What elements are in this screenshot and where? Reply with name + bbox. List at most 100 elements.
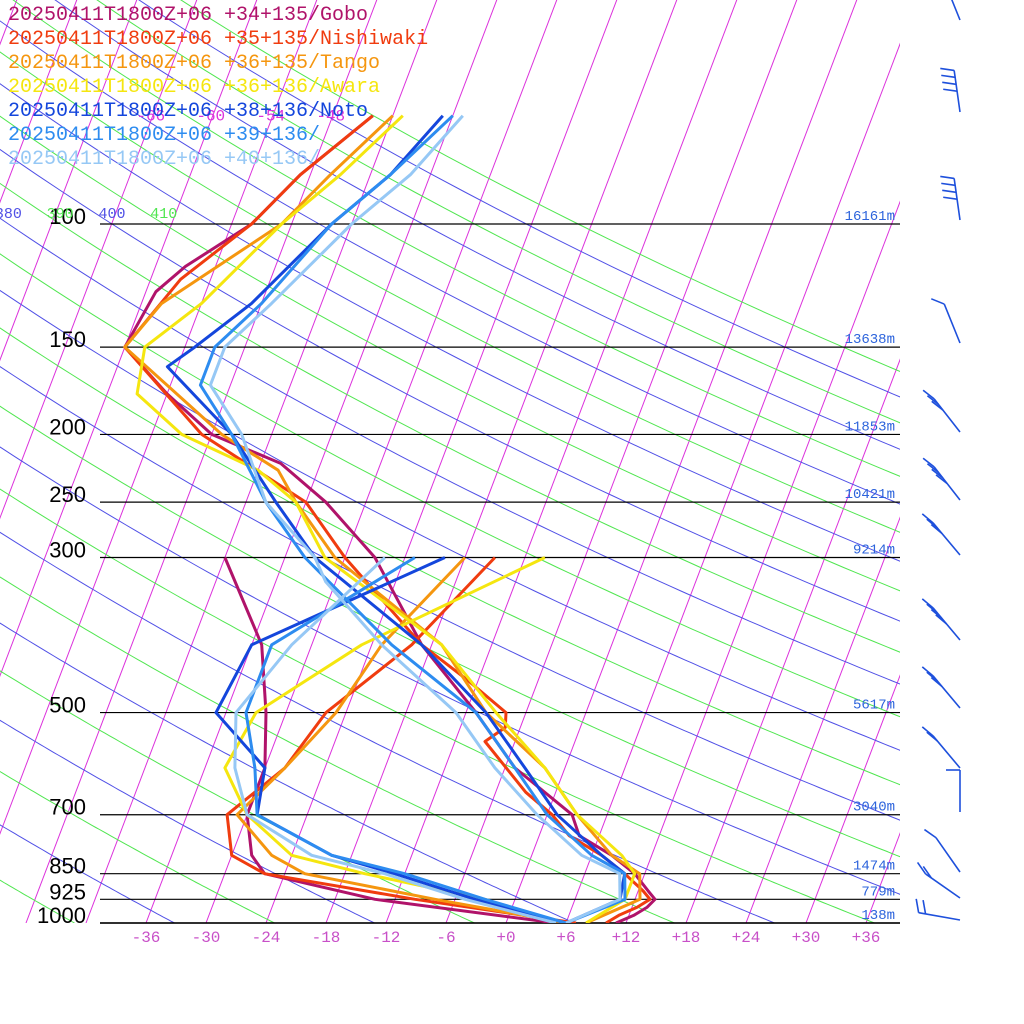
dewpoint-line-nishiwaki	[225, 556, 577, 923]
height-label-150: 13638m	[845, 332, 895, 348]
isotherm	[445, 0, 798, 923]
wind-barb-feather	[943, 88, 958, 92]
wind-barb-feather	[922, 899, 927, 915]
wind-barb-staff	[935, 837, 961, 873]
wind-barb-feather	[942, 81, 957, 86]
wind-barb-feather	[926, 731, 939, 742]
temperature-line-p40-136	[208, 114, 622, 923]
dry-adiabat	[0, 217, 900, 685]
x-tick-label: +6	[556, 929, 575, 947]
isotherm	[265, 0, 618, 923]
wind-barb-staff	[925, 873, 961, 899]
height-label-850: 1474m	[853, 859, 895, 875]
isotherm	[0, 0, 258, 678]
x-tick-label: +0	[496, 929, 515, 947]
height-label-925: 779m	[861, 884, 895, 900]
dry-adiabat	[0, 182, 900, 653]
dry-adiabat	[0, 719, 375, 923]
height-label-1000: 138m	[861, 908, 895, 924]
wind-barb-feather	[931, 468, 944, 479]
dry-adiabat	[12, 0, 900, 477]
wind-barb-feather	[922, 389, 935, 400]
dry-adiabat	[0, 51, 900, 533]
top-temperature-label: -66	[136, 108, 165, 126]
dry-adiabat	[0, 405, 900, 858]
x-tick-label: +30	[792, 929, 821, 947]
pressure-label-150: 150	[49, 327, 86, 352]
x-tick-label: -30	[192, 929, 221, 947]
legend-entry-noto: 20250411T1800Z+06 +38+136/Noto	[8, 100, 369, 123]
legend: 20250411T1800Z+06 +34+135/Gobo 20250411T…	[8, 4, 428, 172]
legend-entry-tango: 20250411T1800Z+06 +36+135/Tango	[8, 52, 381, 75]
wind-barb-feather	[921, 513, 934, 524]
wind-barb-feather	[921, 598, 934, 609]
wind-barb-feather	[921, 666, 934, 677]
height-label-250: 10421m	[845, 487, 895, 503]
x-tick-label: -12	[372, 929, 401, 947]
wind-barb-feather	[926, 395, 939, 406]
dry-adiabat	[54, 0, 900, 450]
isotherm	[0, 0, 138, 362]
x-tick-label: -36	[132, 929, 161, 947]
legend-entry-gobo: 20250411T1800Z+06 +34+135/Gobo	[8, 4, 369, 27]
dry-adiabat	[0, 770, 275, 923]
dry-adiabat	[0, 253, 900, 718]
isotherm	[926, 0, 1024, 923]
wind-barb-feather	[921, 726, 934, 737]
wind-barb-feather	[940, 67, 955, 72]
dry-adiabat	[0, 531, 775, 923]
temperature-line-nishiwaki	[123, 114, 652, 923]
isotherm	[145, 0, 498, 923]
wind-barb-feather	[923, 828, 937, 839]
isotherm	[385, 0, 738, 923]
wind-barb-staff	[943, 303, 961, 344]
x-tick-label: +36	[852, 929, 881, 947]
theta-label: 410	[150, 206, 177, 223]
x-tick-label: -24	[252, 929, 281, 947]
isotherm	[505, 0, 858, 923]
wind-barb-feather	[930, 676, 943, 688]
temperature-line-p39-136	[198, 114, 627, 923]
dry-adiabat	[0, 488, 875, 923]
legend-entry-nishiwaki: 20250411T1800Z+06 +35+135/Nishiwaki	[8, 28, 429, 51]
isotherm	[625, 200, 900, 923]
isotherm	[0, 0, 318, 835]
legend-entry-awara: 20250411T1800Z+06 +36+136/Awara	[8, 76, 381, 99]
data-layer	[123, 114, 657, 923]
wind-barb-feather	[922, 457, 935, 468]
top-temperature-label: -60	[196, 108, 225, 126]
pressure-label-300: 300	[49, 538, 86, 563]
theta-label: 380	[0, 206, 22, 223]
height-label-100: 16161m	[845, 209, 895, 225]
pressure-label-1000: 1000	[37, 903, 86, 928]
wind-barb-feather	[930, 298, 945, 305]
grid-layer	[0, 0, 1024, 923]
dry-adiabat	[0, 366, 900, 821]
wind-barb-feather	[940, 175, 955, 180]
wind-barb-feather	[926, 671, 939, 682]
isotherm	[685, 358, 900, 923]
wind-barb-feather	[916, 861, 927, 875]
pressure-label-250: 250	[49, 482, 86, 507]
x-tick-label: +12	[612, 929, 641, 947]
legend-entry-40-136: 20250411T1800Z+06 +40+136/	[8, 148, 321, 171]
pressure-label-100: 100	[49, 204, 86, 229]
isotherm	[85, 0, 438, 923]
dewpoint-line-p40-136	[233, 556, 557, 923]
theta-label: 390	[47, 206, 74, 223]
dry-adiabat	[0, 83, 900, 562]
dry-adiabat	[0, 446, 900, 895]
wind-barb-feather	[935, 474, 948, 485]
wind-barb-feather	[930, 608, 943, 620]
temperature-line-awara	[135, 114, 637, 923]
dry-adiabat	[96, 0, 900, 424]
isotherm	[745, 516, 900, 923]
dry-adiabat	[0, 148, 900, 622]
height-label-300: 9214m	[853, 543, 895, 559]
dewpoint-line-p39-136	[244, 556, 567, 923]
pressure-label-200: 200	[49, 414, 86, 439]
dry-adiabat	[0, 622, 575, 923]
isotherm	[986, 0, 1024, 923]
pressure-label-925: 925	[49, 879, 86, 904]
pressure-label-850: 850	[49, 854, 86, 879]
